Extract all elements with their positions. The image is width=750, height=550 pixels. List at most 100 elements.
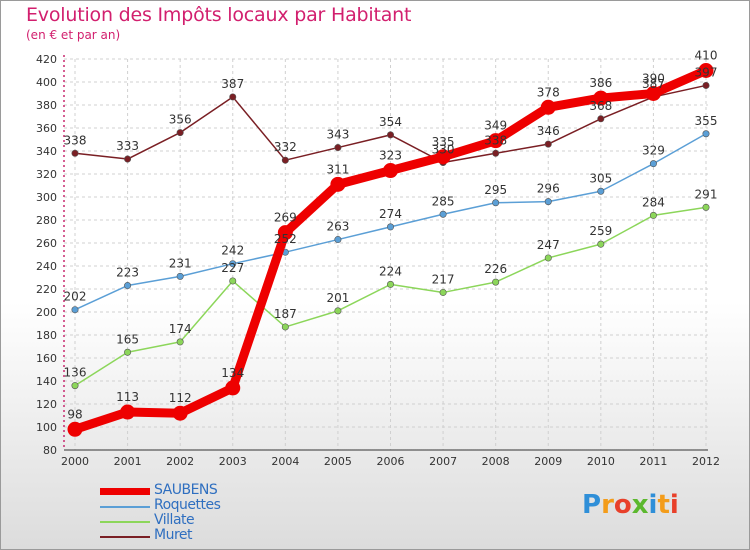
logo-letter: o <box>613 490 632 520</box>
data-label-roquettes: 296 <box>537 182 560 196</box>
data-point-saubens <box>593 90 609 106</box>
x-tick-label: 2005 <box>324 455 352 468</box>
y-tick-label: 420 <box>36 53 57 66</box>
legend-swatch-roquettes <box>100 506 150 508</box>
y-tick-label: 140 <box>36 375 57 388</box>
data-label-muret: 354 <box>379 115 402 129</box>
y-tick-label: 400 <box>36 76 57 89</box>
data-point-saubens <box>225 380 241 396</box>
data-label-villate: 174 <box>169 322 192 336</box>
data-point-roquettes <box>386 223 394 231</box>
data-point-roquettes <box>597 187 605 195</box>
data-point-villate <box>544 254 552 262</box>
data-point-villate <box>71 382 79 390</box>
x-tick-label: 2009 <box>534 455 562 468</box>
data-point-muret <box>334 144 342 152</box>
data-point-villate <box>702 203 710 211</box>
data-point-muret <box>71 149 79 157</box>
data-label-muret: 338 <box>64 133 87 147</box>
x-tick-label: 2011 <box>639 455 667 468</box>
y-tick-label: 120 <box>36 398 57 411</box>
data-label-villate: 226 <box>484 262 507 276</box>
data-label-saubens: 323 <box>379 149 402 163</box>
data-label-saubens: 112 <box>169 391 192 405</box>
x-tick-label: 2004 <box>271 455 299 468</box>
y-tick-label: 380 <box>36 99 57 112</box>
data-label-muret: 356 <box>169 113 192 127</box>
logo-letter: x <box>631 490 649 520</box>
data-label-roquettes: 355 <box>695 114 718 128</box>
data-point-saubens <box>67 421 83 437</box>
y-tick-label: 280 <box>36 214 57 227</box>
chart-title: Evolution des Impôts locaux par Habitant <box>26 4 412 26</box>
data-point-saubens <box>698 63 714 78</box>
legend-label-saubens: SAUBENS <box>154 482 218 498</box>
data-label-saubens: 390 <box>642 72 665 86</box>
data-label-saubens: 349 <box>484 119 507 133</box>
y-tick-label: 360 <box>36 122 57 135</box>
data-point-roquettes <box>439 210 447 218</box>
data-label-muret: 330 <box>432 143 455 157</box>
data-label-villate: 187 <box>274 307 297 321</box>
legend-label-roquettes: Roquettes <box>154 497 221 513</box>
x-tick-label: 2001 <box>114 455 142 468</box>
data-label-roquettes: 285 <box>432 194 455 208</box>
data-point-roquettes <box>229 260 237 268</box>
y-tick-label: 260 <box>36 237 57 250</box>
logo-letter: i <box>648 490 658 520</box>
legend-label-muret: Muret <box>154 527 193 543</box>
data-label-villate: 136 <box>64 366 87 380</box>
y-tick-label: 200 <box>36 306 57 319</box>
data-label-muret: 333 <box>116 139 139 153</box>
data-point-villate <box>124 348 132 356</box>
data-point-villate <box>597 240 605 248</box>
data-label-villate: 259 <box>589 224 612 238</box>
data-point-villate <box>492 278 500 286</box>
data-point-saubens <box>277 225 293 241</box>
x-tick-label: 2003 <box>219 455 247 468</box>
data-label-saubens: 134 <box>221 366 244 380</box>
data-label-roquettes: 305 <box>589 171 612 185</box>
data-label-saubens: 311 <box>326 162 349 176</box>
data-point-roquettes <box>124 282 132 290</box>
data-label-saubens: 113 <box>116 390 139 404</box>
data-point-villate <box>176 338 184 346</box>
logo-letter: t <box>657 490 670 520</box>
data-label-muret: 343 <box>326 128 349 142</box>
data-label-roquettes: 274 <box>379 207 402 221</box>
data-point-saubens <box>645 86 661 101</box>
data-point-muret <box>386 131 394 139</box>
data-label-roquettes: 252 <box>274 232 297 246</box>
data-point-saubens <box>172 405 188 421</box>
y-tick-label: 100 <box>36 421 57 434</box>
data-label-saubens: 269 <box>274 211 297 225</box>
data-label-villate: 165 <box>116 332 139 346</box>
data-label-villate: 217 <box>432 272 455 286</box>
y-tick-label: 240 <box>36 260 57 273</box>
data-point-muret <box>544 140 552 148</box>
x-tick-label: 2012 <box>692 455 720 468</box>
data-point-muret <box>176 129 184 137</box>
data-label-roquettes: 242 <box>221 244 244 258</box>
legend-swatch-villate <box>100 521 150 523</box>
legend-swatch-muret <box>100 536 150 538</box>
y-tick-label: 180 <box>36 329 57 342</box>
data-point-muret <box>229 93 237 101</box>
legend-label-villate: Villate <box>154 512 195 528</box>
y-tick-label: 300 <box>36 191 57 204</box>
data-label-roquettes: 231 <box>169 256 192 270</box>
data-label-muret: 397 <box>695 65 718 79</box>
data-point-saubens <box>120 404 136 420</box>
y-tick-label: 220 <box>36 283 57 296</box>
logo-letter: P <box>582 490 602 520</box>
data-label-villate: 284 <box>642 195 665 209</box>
data-label-roquettes: 223 <box>116 266 139 280</box>
data-point-roquettes <box>702 130 710 138</box>
data-label-villate: 201 <box>326 291 349 305</box>
data-point-roquettes <box>649 160 657 168</box>
data-label-muret: 346 <box>537 124 560 138</box>
data-label-saubens: 386 <box>589 76 612 90</box>
data-point-villate <box>386 280 394 288</box>
x-tick-label: 2007 <box>429 455 457 468</box>
